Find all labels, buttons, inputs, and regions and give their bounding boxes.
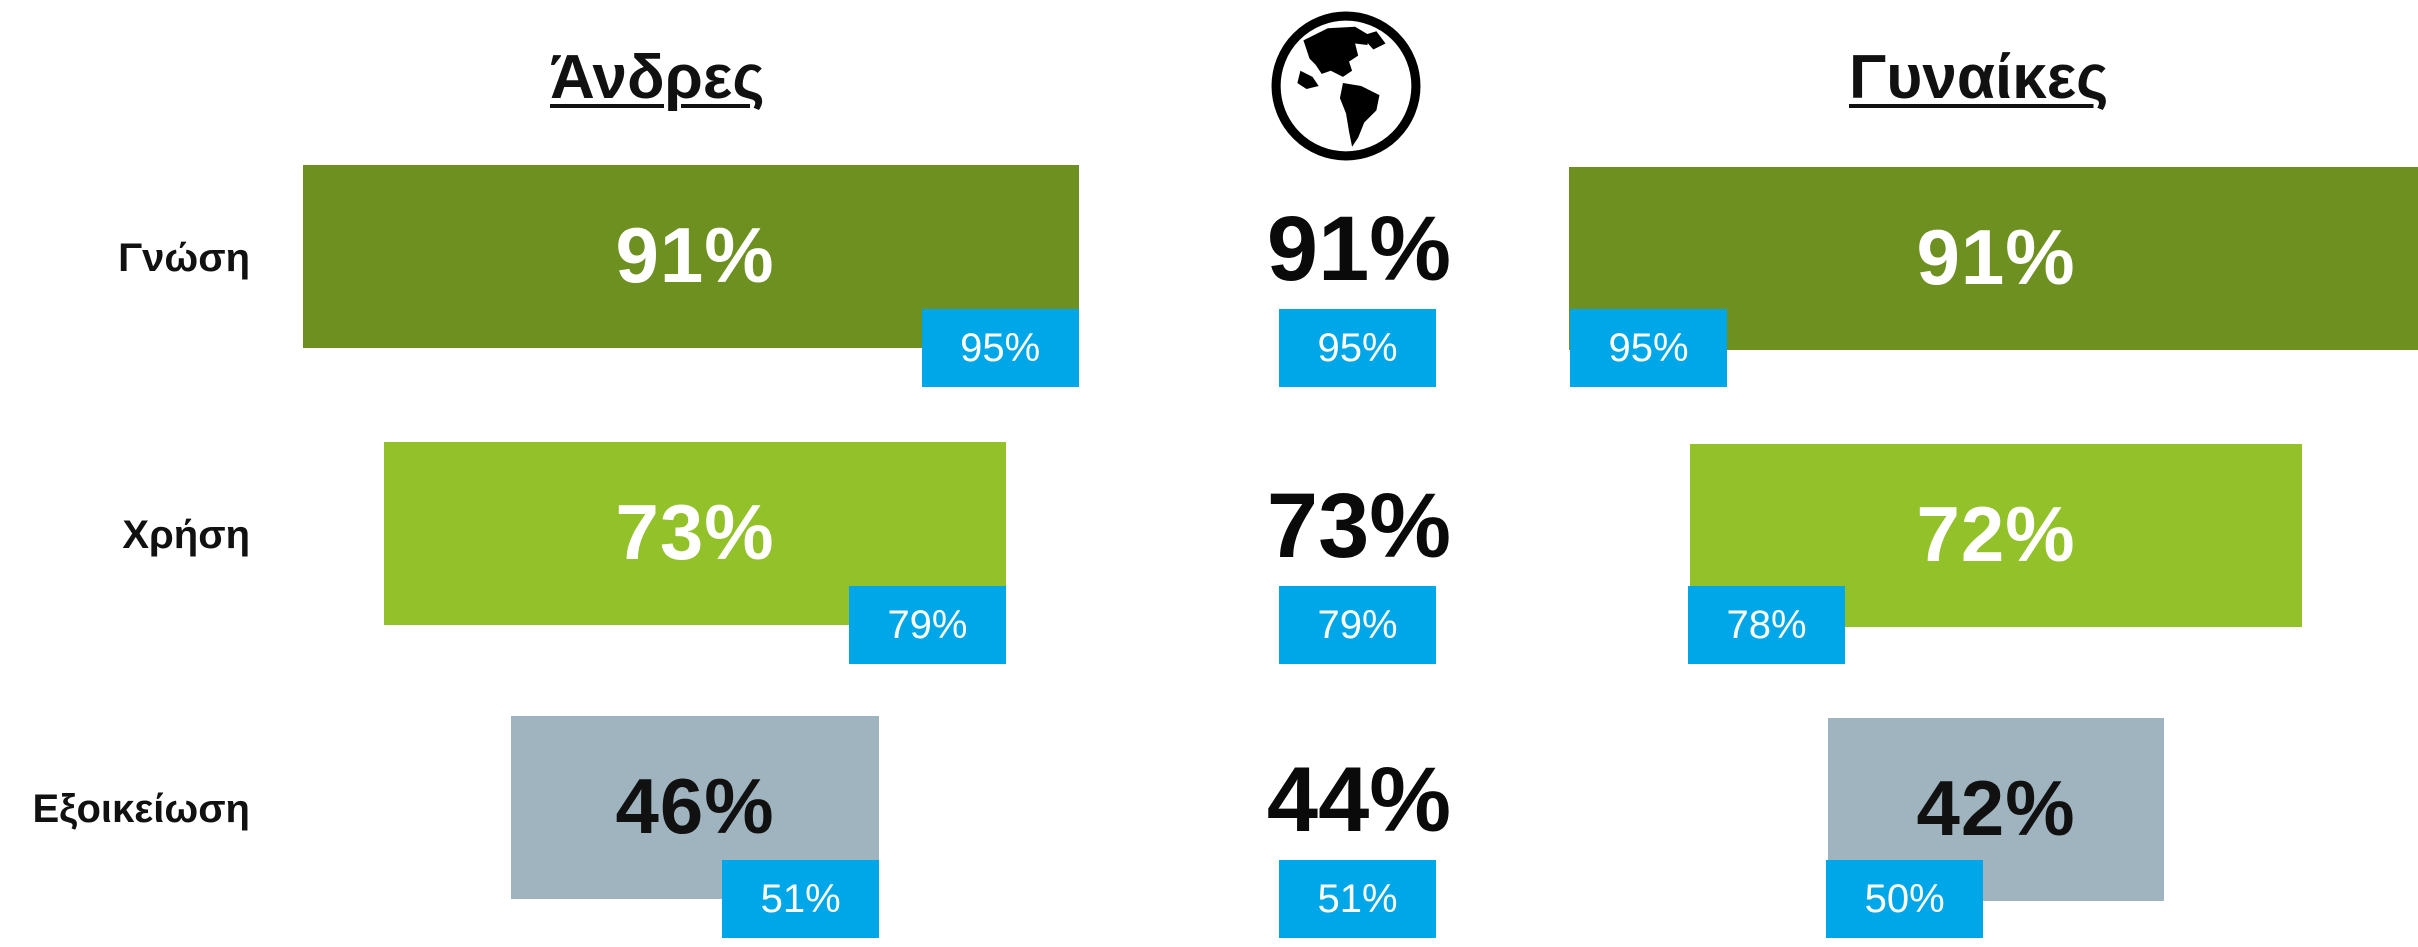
bar-value-women-knowledge: 91% — [1916, 212, 2076, 301]
row-label-knowledge: Γνώση — [118, 236, 250, 280]
heading-women: Γυναίκες — [1849, 43, 2109, 112]
bar-value-men-knowledge: 91% — [615, 210, 775, 299]
badge-men-familiarity: 51% — [722, 860, 880, 938]
badge-women-familiarity: 50% — [1826, 860, 1984, 938]
badge-women-usage: 78% — [1688, 586, 1845, 664]
globe-americas-icon — [1271, 11, 1421, 161]
bar-value-women-familiarity: 42% — [1916, 763, 2076, 852]
world-value-usage: 73% — [1266, 475, 1452, 577]
heading-men: Άνδρες — [550, 43, 765, 112]
badge-world-knowledge: 95% — [1279, 309, 1436, 387]
badge-world-familiarity: 51% — [1279, 860, 1436, 938]
bar-value-men-familiarity: 46% — [615, 761, 775, 850]
badge-men-usage: 79% — [848, 586, 1006, 664]
world-value-familiarity: 44% — [1266, 749, 1452, 851]
badge-world-usage: 79% — [1279, 586, 1436, 664]
world-value-knowledge: 91% — [1266, 198, 1452, 300]
row-label-usage: Χρήση — [122, 513, 250, 557]
badge-women-knowledge: 95% — [1570, 309, 1727, 387]
bar-value-men-usage: 73% — [615, 487, 775, 576]
bar-value-women-usage: 72% — [1916, 489, 2076, 578]
badge-men-knowledge: 95% — [921, 309, 1079, 387]
row-label-familiarity: Εξοικείωση — [32, 787, 250, 831]
